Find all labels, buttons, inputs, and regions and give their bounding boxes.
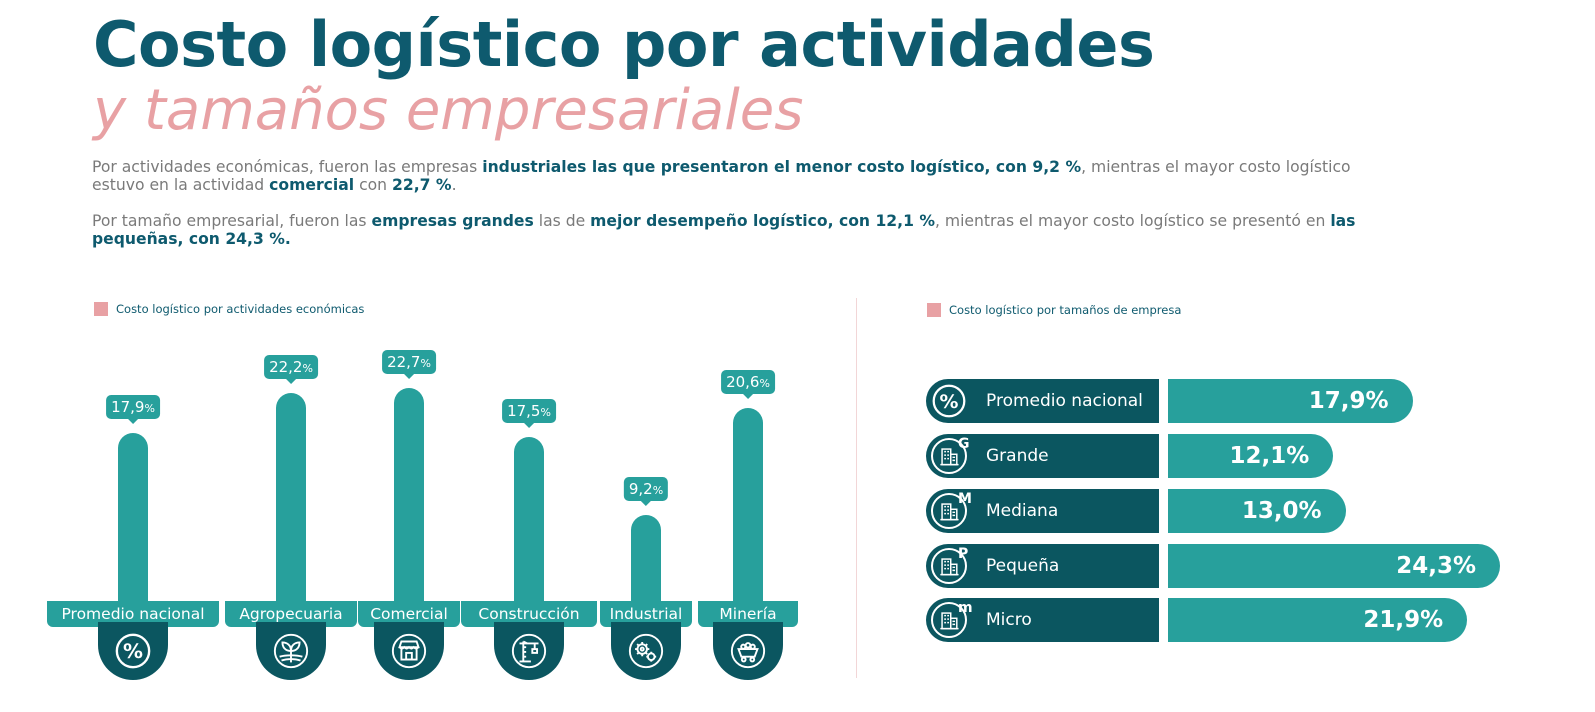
percent-icon: % <box>114 632 152 670</box>
row-label-panel: P Pequeña <box>926 544 1159 588</box>
size-bar-3: 13,0% <box>1168 489 1346 533</box>
data-label-value: 22,7 <box>387 353 421 372</box>
row-label-panel: % Promedio nacional <box>926 379 1159 423</box>
plant-icon-badge <box>256 622 326 680</box>
p2-text-1: Por tamaño empresarial, fueron las <box>92 212 372 230</box>
p2-bold-1: empresas grandes <box>371 212 534 230</box>
data-label-value: 20,6 <box>726 373 760 392</box>
size-row-2: G Grande 12,1% <box>926 434 1506 478</box>
row-category-label: Grande <box>986 446 1049 466</box>
row-category-label: Promedio nacional <box>986 391 1143 411</box>
row-label-panel: m Micro <box>926 598 1159 642</box>
size-letter: M <box>958 491 972 507</box>
crane-icon <box>510 632 548 670</box>
mining-cart-icon-badge <box>713 622 783 680</box>
p1-bold-2: comercial <box>269 176 355 194</box>
size-row-5: m Micro 21,9% <box>926 598 1506 642</box>
p2-text-2: las de <box>533 212 591 230</box>
chart-divider <box>856 298 857 678</box>
size-letter: G <box>958 436 970 452</box>
percent-icon-badge: % <box>98 622 168 680</box>
row-label-panel: G Grande <box>926 434 1159 478</box>
paragraph-activities: Por actividades económicas, fueron las e… <box>92 158 1392 194</box>
bar-4 <box>514 437 544 602</box>
activities-bar-chart: 17,9% Promedio nacional% 22,2% Agropecuaria… <box>47 350 798 680</box>
size-bar-5: 21,9% <box>1168 598 1468 642</box>
mining-cart-icon <box>729 632 767 670</box>
size-row-4: P Pequeña 24,3% <box>926 544 1506 588</box>
row-category-label: Pequeña <box>986 556 1060 576</box>
size-bar-value: 17,9% <box>1308 388 1389 414</box>
store-icon-badge <box>374 622 444 680</box>
legend-activities: Costo logístico por actividades económic… <box>94 302 364 316</box>
data-label-unit: % <box>759 377 770 391</box>
title-line-1: Costo logístico por actividades <box>93 8 1155 81</box>
size-letter: P <box>958 546 969 562</box>
size-bar-value: 13,0% <box>1241 498 1322 524</box>
data-label-3: 22,7% <box>382 350 436 380</box>
crane-icon-badge <box>494 622 564 680</box>
gears-icon-badge <box>611 622 681 680</box>
data-label-unit: % <box>144 402 155 416</box>
data-label-4: 17,5% <box>502 399 556 429</box>
percent-icon: % <box>931 383 967 419</box>
row-label-panel: M Mediana <box>926 489 1159 533</box>
data-label-unit: % <box>540 406 551 420</box>
size-bar-4: 24,3% <box>1168 544 1500 588</box>
svg-text:%: % <box>123 639 143 663</box>
size-letter: m <box>958 600 973 616</box>
row-category-label: Micro <box>986 610 1032 630</box>
data-label-1: 17,9% <box>106 395 160 425</box>
data-label-value: 9,2 <box>628 480 653 499</box>
legend-activities-label: Costo logístico por actividades económic… <box>116 302 365 316</box>
p1-text-3: con <box>354 176 393 194</box>
size-row-3: M Mediana 13,0% <box>926 489 1506 533</box>
category-label-2: Agropecuaria <box>225 601 357 627</box>
legend-swatch <box>927 303 941 317</box>
bar-5 <box>631 515 661 602</box>
svg-text:%: % <box>940 391 959 413</box>
building-icon <box>931 438 967 474</box>
data-label-6: 20,6% <box>721 370 775 400</box>
gears-icon <box>627 632 665 670</box>
category-label-1: Promedio nacional <box>47 601 219 627</box>
title-line-2: y tamaños empresariales <box>93 78 804 143</box>
p1-text-1: Por actividades económicas, fueron las e… <box>92 158 483 176</box>
legend-sizes: Costo logístico por tamaños de empresa <box>927 303 1181 317</box>
size-row-1: % Promedio nacional 17,9% <box>926 379 1506 423</box>
p1-text-2: , mientras el mayor costo logístico estu… <box>92 158 1351 194</box>
store-icon <box>390 632 428 670</box>
data-label-unit: % <box>420 357 431 371</box>
data-label-value: 17,5 <box>507 402 541 421</box>
bar-6 <box>733 408 763 602</box>
plant-icon <box>272 632 310 670</box>
paragraph-sizes: Por tamaño empresarial, fueron las empre… <box>92 212 1392 248</box>
data-label-value: 22,2 <box>269 357 303 376</box>
size-bar-value: 24,3% <box>1396 553 1476 579</box>
p1-bold-3: 22,7 % <box>392 176 452 194</box>
size-bar-1: 17,9% <box>1168 379 1413 423</box>
p2-bold-3: las pequeñas, con 24,3 %. <box>92 212 1356 248</box>
p2-text-3: , mientras el mayor costo logístico se p… <box>934 212 1331 230</box>
row-category-label: Mediana <box>986 501 1059 521</box>
p1-text-4: . <box>451 176 457 194</box>
p2-bold-2: mejor desempeño logístico, con 12,1 % <box>590 212 935 230</box>
size-bar-value: 21,9% <box>1363 607 1444 633</box>
bar-2 <box>276 392 306 602</box>
p1-bold-1: industriales las que presentaron el meno… <box>482 158 1082 176</box>
data-label-2: 22,2% <box>264 354 318 384</box>
bar-3 <box>394 388 424 602</box>
legend-swatch <box>94 302 108 316</box>
building-icon <box>931 602 967 638</box>
building-icon <box>931 493 967 529</box>
legend-sizes-label: Costo logístico por tamaños de empresa <box>949 303 1182 317</box>
size-bar-value: 12,1% <box>1229 443 1310 469</box>
data-label-unit: % <box>302 361 313 375</box>
bar-1 <box>118 433 148 602</box>
data-label-value: 17,9 <box>111 398 145 417</box>
data-label-5: 9,2% <box>623 477 669 507</box>
size-bar-2: 12,1% <box>1168 434 1334 478</box>
data-label-unit: % <box>652 484 664 498</box>
building-icon <box>931 548 967 584</box>
